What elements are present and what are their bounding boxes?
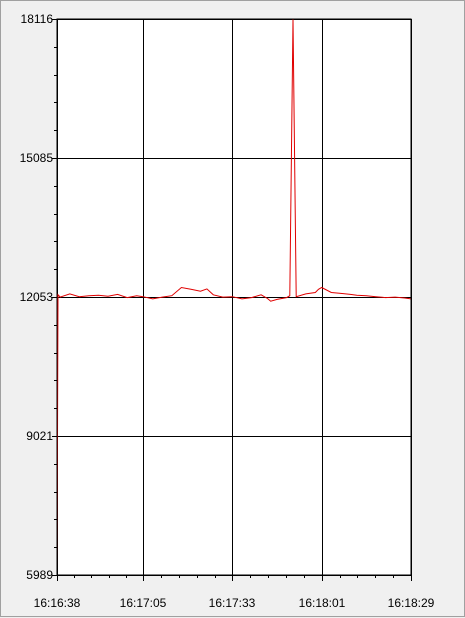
x-tick-label: 16:16:38: [34, 596, 81, 610]
y-tick-label: 9021: [26, 429, 53, 443]
x-tick-label: 16:17:05: [120, 596, 167, 610]
y-tick-label: 5989: [26, 568, 53, 582]
x-axis-labels: 16:16:38 16:17:05 16:17:33 16:18:01 16:18:29: [34, 596, 435, 610]
y-axis-labels: 18116 15085 12053 9021 5989: [20, 12, 54, 582]
x-tick-label: 16:17:33: [209, 596, 256, 610]
plot-border: [56, 18, 412, 576]
y-tick-label: 12053: [20, 290, 54, 304]
series-line: [56, 18, 412, 576]
x-tick-label: 16:18:29: [388, 596, 435, 610]
y-tick-label: 18116: [21, 12, 54, 26]
x-tick-label: 16:18:01: [299, 596, 346, 610]
y-tick-label: 15085: [20, 151, 54, 165]
